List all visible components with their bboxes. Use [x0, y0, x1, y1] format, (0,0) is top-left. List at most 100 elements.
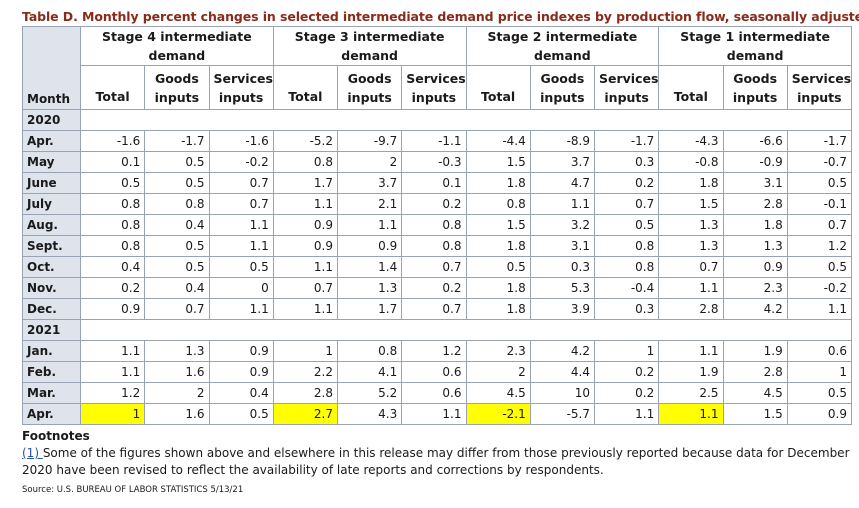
month-cell: Sept. — [22, 235, 81, 257]
value-cell: -0.4 — [593, 277, 660, 299]
value-cell: 5.2 — [336, 382, 403, 404]
value-cell: 3.2 — [529, 214, 596, 236]
value-cell: 0.3 — [593, 151, 660, 173]
value-cell: 2.8 — [272, 382, 339, 404]
value-cell: 1.1 — [529, 193, 596, 215]
value-cell: -1.1 — [401, 130, 467, 152]
month-cell: July — [22, 193, 81, 215]
value-cell: 1 — [272, 340, 339, 362]
table-row: Sept. 0.8 0.5 1.1 0.9 0.9 0.8 1.8 3.1 0.8 1.3 1.3 1.… — [22, 235, 853, 257]
value-cell: 2.3 — [465, 340, 531, 362]
value-cell: 0.7 — [658, 256, 724, 278]
value-cell: 0.8 — [465, 193, 531, 215]
value-cell: 0.8 — [144, 193, 210, 215]
value-cell: 0.6 — [786, 340, 853, 362]
value-cell: 0.3 — [529, 256, 596, 278]
value-cell: 1.3 — [722, 235, 788, 257]
value-cell: 0.7 — [144, 298, 210, 320]
goods-inputs-header: Goods inputs — [144, 65, 210, 110]
value-cell: 2 — [465, 361, 531, 383]
value-cell: -0.7 — [786, 151, 853, 173]
total-header: Total — [272, 65, 339, 110]
value-cell: 0.1 — [79, 151, 146, 173]
value-cell: 2.8 — [722, 193, 788, 215]
value-cell: -0.8 — [658, 151, 724, 173]
month-cell: Jan. — [22, 340, 81, 362]
value-cell: 2.5 — [658, 382, 724, 404]
month-cell: Apr. — [22, 403, 81, 425]
month-header: Month — [22, 26, 81, 110]
value-cell: 0.8 — [79, 235, 146, 257]
value-cell: 0.9 — [272, 235, 339, 257]
table-row: Apr. -1.6 -1.7 -1.6 -5.2 -9.7 -1.1 -4.4 -8.9 -1.7… — [22, 130, 853, 152]
year-row-spacer — [80, 109, 852, 131]
value-cell: 1.1 — [272, 298, 339, 320]
value-cell: -0.3 — [401, 151, 467, 173]
year-row: 2020 — [22, 109, 852, 131]
value-cell: 0.5 — [465, 256, 531, 278]
value-cell: -0.9 — [722, 151, 788, 173]
value-cell: 0.7 — [786, 214, 853, 236]
value-cell: 4.5 — [722, 382, 788, 404]
value-cell: 0.4 — [144, 277, 210, 299]
value-cell: 1.6 — [144, 361, 210, 383]
value-cell: -1.7 — [144, 130, 210, 152]
value-cell: 0.9 — [272, 214, 339, 236]
value-cell: 0.4 — [79, 256, 146, 278]
services-inputs-header: Services inputs — [208, 65, 274, 110]
value-cell: 1.8 — [465, 277, 531, 299]
value-cell: 4.3 — [336, 403, 403, 425]
services-inputs-header: Services inputs — [401, 65, 467, 110]
value-cell: 0.5 — [144, 256, 210, 278]
value-cell: 0.2 — [79, 277, 146, 299]
value-cell: 4.4 — [529, 361, 596, 383]
value-cell: 1.1 — [786, 298, 853, 320]
value-cell: -6.6 — [722, 130, 788, 152]
footnote-link[interactable]: (1) — [22, 446, 43, 460]
value-cell: 2.8 — [722, 361, 788, 383]
table-row: Dec. 0.9 0.7 1.1 1.1 1.7 0.7 1.8 3.9 0.3 2.8 4.2 1.1 — [22, 298, 853, 320]
value-cell: 4.7 — [529, 172, 596, 194]
value-cell: 1.1 — [658, 403, 724, 425]
value-cell: 0.4 — [144, 214, 210, 236]
month-cell: June — [22, 172, 81, 194]
goods-inputs-header: Goods inputs — [336, 65, 403, 110]
value-cell: 0 — [208, 277, 274, 299]
value-cell: 1.7 — [336, 298, 403, 320]
value-cell: 1.8 — [465, 235, 531, 257]
value-cell: 0.4 — [208, 382, 274, 404]
value-cell: 0.9 — [786, 403, 853, 425]
value-cell: 0.8 — [272, 151, 339, 173]
value-cell: 4.2 — [722, 298, 788, 320]
value-cell: 10 — [529, 382, 596, 404]
value-cell: 0.3 — [593, 298, 660, 320]
value-cell: 4.2 — [529, 340, 596, 362]
value-cell: 0.1 — [401, 172, 467, 194]
value-cell: 1.3 — [658, 214, 724, 236]
value-cell: 1.2 — [79, 382, 146, 404]
value-cell: -0.2 — [208, 151, 274, 173]
value-cell: 1.3 — [144, 340, 210, 362]
table-row: June 0.5 0.5 0.7 1.7 3.7 0.1 1.8 4.7 0.2 1.8 3.1 0.5 — [22, 172, 853, 194]
value-cell: 0.9 — [208, 361, 274, 383]
month-cell: Aug. — [22, 214, 81, 236]
services-inputs-header: Services inputs — [593, 65, 660, 110]
value-cell: 3.1 — [722, 172, 788, 194]
value-cell: 0.8 — [336, 340, 403, 362]
value-cell: 0.5 — [144, 172, 210, 194]
value-cell: -1.6 — [208, 130, 274, 152]
month-cell: Mar. — [22, 382, 81, 404]
value-cell: 0.8 — [593, 235, 660, 257]
price-index-table: Month Stage 4 intermediate demand Stage … — [22, 26, 853, 425]
value-cell: 0.5 — [144, 235, 210, 257]
value-cell: 1.2 — [401, 340, 467, 362]
value-cell: 1.8 — [722, 214, 788, 236]
table-row: Oct. 0.4 0.5 0.5 1.1 1.4 0.7 0.5 0.3 0.8 0.7 0.9 0.5 — [22, 256, 853, 278]
goods-inputs-header: Goods inputs — [722, 65, 788, 110]
month-cell: Dec. — [22, 298, 81, 320]
value-cell: 0.9 — [336, 235, 403, 257]
value-cell: 1.9 — [658, 361, 724, 383]
value-cell: 3.9 — [529, 298, 596, 320]
footnote-text: Some of the figures shown above and else… — [22, 446, 850, 477]
value-cell: 2.8 — [658, 298, 724, 320]
